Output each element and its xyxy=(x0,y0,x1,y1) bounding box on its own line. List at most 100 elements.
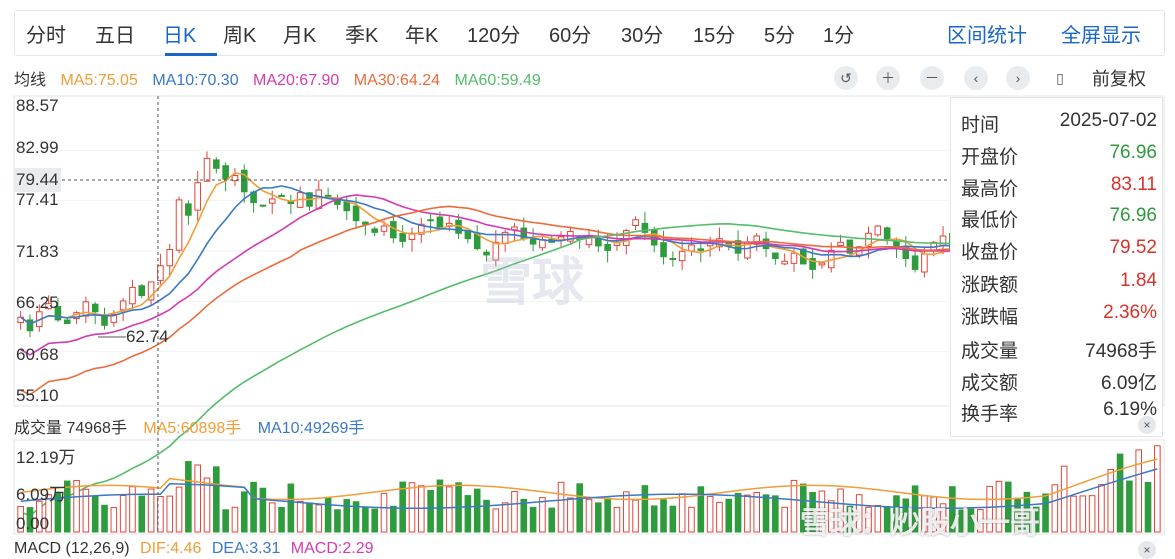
minus-icon[interactable]: － xyxy=(920,66,944,90)
volume-bar xyxy=(1088,495,1096,533)
y-label-6: 60.68 xyxy=(16,345,59,364)
volume-bar xyxy=(1144,481,1152,533)
candle-body xyxy=(641,222,649,233)
volume-bar xyxy=(222,509,229,533)
tab-wuri[interactable]: 五日 xyxy=(95,25,135,47)
volume-bar xyxy=(408,482,416,533)
plus-icon[interactable]: ＋ xyxy=(876,66,900,90)
vol-y-label-3: 0.00 xyxy=(16,514,50,533)
volume-bar xyxy=(650,505,658,533)
volume-bar xyxy=(26,507,34,533)
info-key: 换手率 xyxy=(961,404,1019,425)
close-icon[interactable]: × xyxy=(1138,541,1156,559)
info-value: 6.19% xyxy=(1103,399,1157,420)
volume-bar xyxy=(781,506,788,533)
volume-bar xyxy=(268,502,276,533)
tab-monthly-k[interactable]: 月K xyxy=(283,25,317,47)
candle-body xyxy=(595,238,602,247)
volume-bar xyxy=(1116,453,1124,533)
tab-30min[interactable]: 30分 xyxy=(621,25,664,47)
tab-120min[interactable]: 120分 xyxy=(467,25,521,47)
candle-body xyxy=(119,300,127,311)
tab-1min[interactable]: 1分 xyxy=(823,25,855,47)
tab-daily-k[interactable]: 日K xyxy=(163,25,197,47)
tab-5min[interactable]: 5分 xyxy=(764,25,796,47)
adjust-mode-button[interactable]: 前复权 xyxy=(1092,69,1146,89)
volume-bar xyxy=(744,494,751,533)
tab-yearly-k[interactable]: 年K xyxy=(405,25,439,47)
candle-body xyxy=(315,189,323,209)
volume-bar xyxy=(473,488,481,533)
candle-body xyxy=(716,238,723,248)
volume-ma-layer xyxy=(20,458,1158,509)
candle-body xyxy=(911,255,919,270)
candle-body xyxy=(883,227,891,241)
volume-bars-layer xyxy=(17,445,1161,533)
info-value: 1.84 xyxy=(1120,270,1157,291)
candle-body xyxy=(26,319,34,332)
info-value: 2.36% xyxy=(1103,302,1157,323)
info-row-change-pct: 涨跌幅 2.36% xyxy=(961,302,1157,328)
volume-bar xyxy=(464,495,472,533)
candle-body xyxy=(352,205,360,222)
candle-body xyxy=(166,249,174,267)
candle-icon[interactable]: ▯ xyxy=(1056,70,1064,86)
min-price-label: 62.74 xyxy=(126,327,169,346)
info-row-volume: 成交量 74968手 xyxy=(961,336,1157,362)
volume-bar xyxy=(716,501,723,533)
tab-15min[interactable]: 15分 xyxy=(693,25,736,47)
candle-body xyxy=(371,228,379,233)
volume-ma10-label: MA10:49269手 xyxy=(257,420,365,437)
close-icon[interactable]: × xyxy=(1138,416,1156,434)
volume-bar xyxy=(1154,445,1161,533)
volume-bar xyxy=(352,501,360,533)
chevron-left-icon[interactable]: ‹ xyxy=(964,66,988,90)
candle-body xyxy=(185,203,192,216)
volume-legend: 成交量 74968手 MA5:60898手 MA10:49269手 xyxy=(14,414,376,438)
info-key: 最低价 xyxy=(961,210,1019,231)
candle-body xyxy=(753,235,761,245)
candle-body xyxy=(417,223,425,235)
undo-icon[interactable]: ↺ xyxy=(834,66,858,90)
candle-body xyxy=(734,240,742,254)
volume-bar xyxy=(511,491,518,533)
info-row-close: 收盘价 79.52 xyxy=(961,237,1157,263)
volume-bar xyxy=(138,495,146,533)
candle-body xyxy=(278,194,285,197)
tab-quarterly-k[interactable]: 季K xyxy=(345,25,379,47)
candle-body xyxy=(697,248,705,251)
volume-bar xyxy=(63,480,71,533)
volume-bar xyxy=(977,508,984,533)
volume-bar xyxy=(147,488,155,533)
tab-60min[interactable]: 60分 xyxy=(549,25,592,47)
tab-weekly-k[interactable]: 周K xyxy=(223,25,257,47)
volume-bar xyxy=(101,504,108,533)
candle-body xyxy=(837,241,844,247)
tab-fenshi[interactable]: 分时 xyxy=(26,25,66,47)
chevron-right-icon[interactable]: › xyxy=(1006,66,1030,90)
candle-body xyxy=(483,251,490,256)
candle-body xyxy=(110,313,118,323)
volume-bar xyxy=(939,503,947,533)
volume-bar xyxy=(529,506,537,533)
info-key: 成交额 xyxy=(961,373,1019,394)
candle-body xyxy=(45,303,52,310)
volume-bar xyxy=(492,508,500,533)
candle-body xyxy=(604,244,611,251)
info-value: 2025-07-02 xyxy=(1059,110,1157,131)
candle-body xyxy=(529,239,537,245)
candle-body xyxy=(492,241,500,261)
volume-bar xyxy=(380,492,388,533)
volume-bar xyxy=(567,497,574,533)
volume-bar xyxy=(129,486,136,533)
volume-bar xyxy=(837,488,844,533)
volume-bar xyxy=(1079,495,1087,533)
fullscreen-link[interactable]: 全屏显示 xyxy=(1061,25,1141,47)
volume-bar xyxy=(1135,449,1143,533)
range-stats-link[interactable]: 区间统计 xyxy=(947,25,1027,47)
y-label-3: 77.41 xyxy=(16,190,59,209)
candle-body xyxy=(213,159,220,169)
info-row-low: 最低价 76.96 xyxy=(961,205,1157,231)
volume-bar xyxy=(45,494,52,533)
